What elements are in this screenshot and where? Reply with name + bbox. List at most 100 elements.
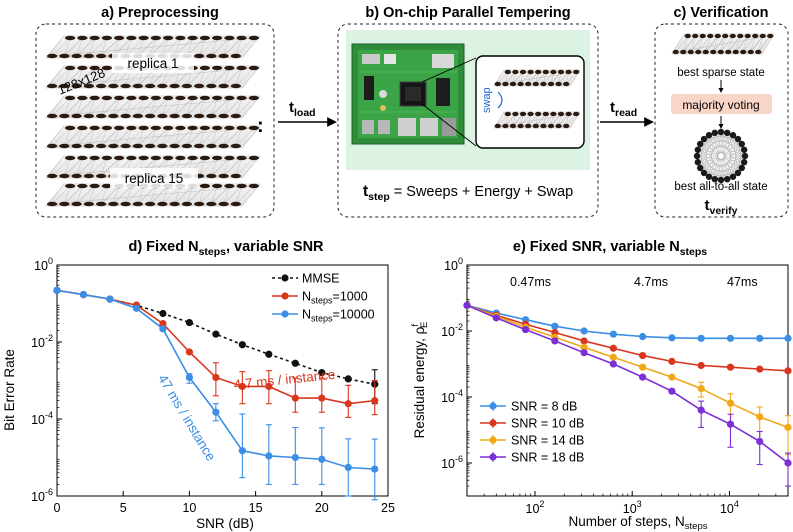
panel-c-frame [654, 23, 789, 218]
replica-edge [88, 157, 95, 177]
chart-e-ytick-label: 10-6 [441, 454, 463, 471]
replica-edge [88, 157, 108, 177]
chart-e-point [756, 365, 764, 373]
replica-edge [505, 113, 516, 127]
chart-d-point [238, 382, 246, 391]
replica-node [542, 69, 549, 75]
chart-d-point [291, 394, 299, 402]
replica-edge [211, 185, 230, 205]
replica-edge [198, 37, 218, 57]
replica-node [193, 201, 205, 207]
replica-node [199, 65, 211, 71]
chart-e-point [580, 337, 588, 345]
replica-edge [88, 127, 95, 147]
replica-node [512, 69, 519, 75]
replica-node [138, 155, 149, 161]
replica-node [108, 143, 119, 149]
replica-edge [735, 35, 741, 53]
replica-edge [64, 97, 71, 117]
chart-e-point [668, 334, 676, 342]
replica-edge [690, 35, 703, 53]
chart-e-point [639, 351, 647, 360]
all-to-all-edge [697, 135, 734, 163]
replica-edge [235, 37, 242, 57]
replica-node [89, 125, 100, 131]
replica-node [236, 183, 247, 189]
replica-edge [174, 127, 193, 147]
replica-node [699, 33, 706, 39]
panel-a: a) Preprocessing 128x128 replica 1 repli… [35, 5, 275, 218]
chart-e-point [756, 334, 764, 342]
chart-e-point [784, 423, 792, 431]
chart-e-xtick-base: 10 [623, 502, 637, 516]
chart-e-point [580, 349, 588, 357]
replica-edge [186, 67, 206, 87]
replica-node [535, 111, 542, 117]
replica-node [71, 143, 82, 149]
all-to-all-node [693, 152, 701, 160]
chart-e-point [726, 363, 735, 371]
chart-d-legend-label: Nsteps=10000 [302, 308, 375, 324]
replica-node [83, 83, 95, 89]
replica-edge [125, 185, 144, 205]
chart-e-point [697, 361, 705, 370]
replica-edge [198, 185, 218, 205]
replica-edge [497, 113, 577, 127]
all-to-all-edge [732, 139, 739, 177]
replica-edge [235, 97, 242, 117]
replica-node [101, 125, 113, 131]
chart-d-legend-label: MMSE [302, 272, 340, 286]
replica-node [540, 123, 547, 129]
chart-e-point [492, 314, 500, 322]
replica-node [101, 65, 113, 71]
chart-d-legend-sub: steps [311, 314, 333, 324]
chart-e-point [639, 373, 647, 381]
replica-node [230, 113, 242, 119]
replica-node [206, 53, 217, 59]
chart-e-ytick-label: 100 [444, 256, 463, 273]
replica-edge [88, 127, 108, 147]
replica-node [113, 155, 125, 161]
replica-node [717, 49, 724, 55]
chart-d-point [212, 330, 220, 338]
chart-e-point [726, 420, 735, 428]
chart-d-legend-post: =1000 [333, 290, 368, 304]
replica-edge [235, 157, 242, 177]
replica-edge [162, 185, 181, 205]
replica-node [187, 125, 198, 131]
replica-edge [713, 35, 726, 53]
replica-node [101, 35, 113, 41]
replica-edge [88, 97, 95, 117]
replica-node [162, 95, 174, 101]
replica-node [64, 155, 76, 161]
replica-node [95, 143, 107, 149]
replica-node [218, 173, 229, 179]
all-to-all-edge [708, 135, 715, 180]
replica-node [747, 49, 754, 55]
replica-node [71, 201, 82, 207]
replica-edge [223, 97, 230, 117]
replica-node [108, 83, 119, 89]
replica-node [224, 35, 235, 41]
replica-node [59, 53, 70, 59]
replica-edge [713, 35, 718, 53]
replica-edge [223, 97, 242, 117]
chart-d-series-2 [53, 286, 379, 501]
chart-e-point [580, 343, 588, 351]
replica-node [218, 53, 229, 59]
chart-e-ytick-exp: -6 [455, 454, 463, 464]
zoom-replica-stack [493, 69, 581, 129]
replica-node [138, 95, 149, 101]
chart-e-point [551, 322, 559, 330]
all-to-all-node [705, 173, 713, 180]
replica-node [175, 95, 186, 101]
replica-node [83, 53, 95, 59]
replica-edge [162, 97, 169, 117]
chart-d-ytick-base: 10 [31, 490, 45, 504]
replica-node [236, 65, 247, 71]
replica-node [101, 183, 113, 189]
replica-node [175, 35, 186, 41]
all-to-all-node [694, 146, 702, 153]
replica-edge [211, 97, 218, 117]
